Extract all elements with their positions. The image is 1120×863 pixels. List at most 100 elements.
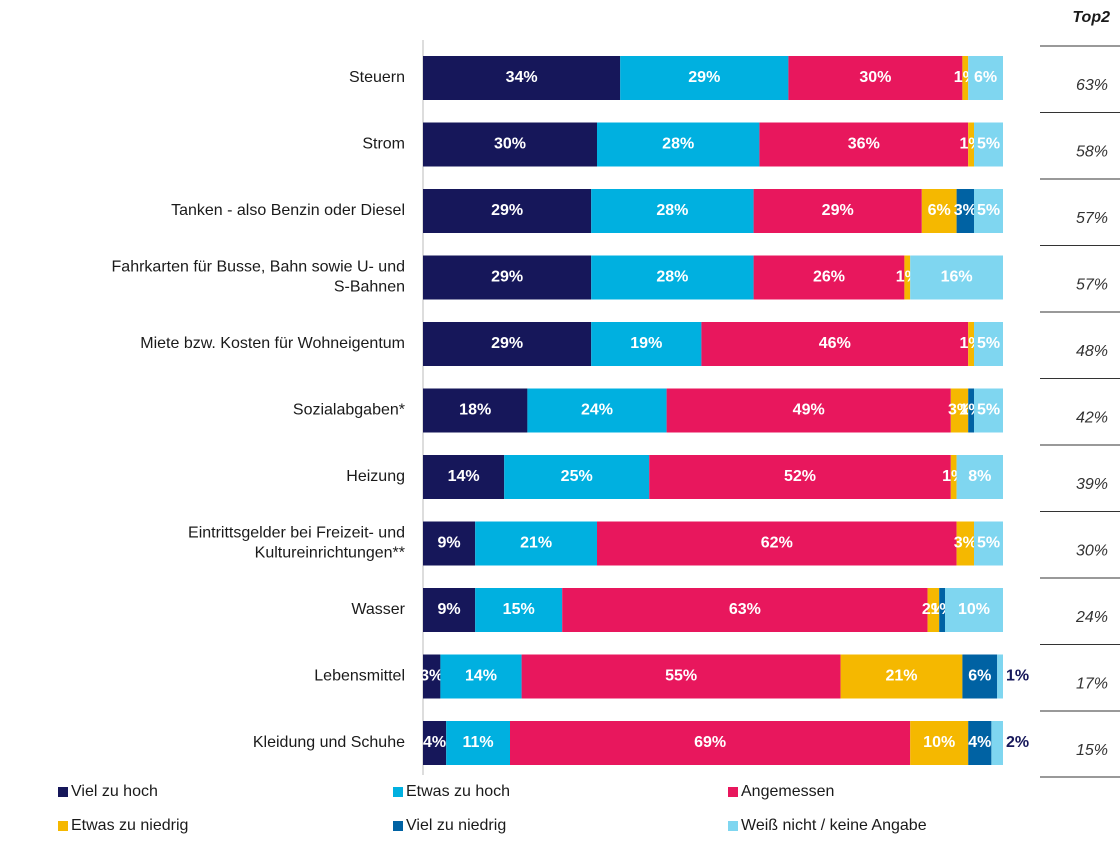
bar-segment	[950, 388, 969, 433]
value-label: 5%	[977, 202, 1000, 219]
bar-segment	[974, 388, 1003, 433]
value-label: 62%	[761, 535, 793, 552]
bar-segment	[423, 521, 476, 566]
bar-segment	[475, 588, 563, 632]
value-label: 29%	[491, 202, 523, 219]
value-label: 14%	[465, 668, 497, 685]
bar-segment	[968, 388, 974, 433]
bar-segment	[591, 322, 702, 366]
value-label: 21%	[520, 535, 552, 552]
bar-segment	[591, 255, 754, 300]
bar-segment	[701, 322, 969, 366]
bar-segment	[666, 388, 951, 433]
category-label: Wasser	[351, 601, 405, 618]
value-label: 5%	[977, 402, 1000, 419]
bar-segment	[991, 721, 1003, 765]
category-label: Fahrkarten für Busse, Bahn sowie U- und S…	[112, 259, 405, 296]
category-label: Sozialabgaben*	[293, 402, 405, 419]
category-label: Tanken - also Benzin oder Diesel	[171, 202, 405, 219]
bar-segment	[927, 588, 940, 632]
value-label: 8%	[968, 468, 991, 485]
value-label: 21%	[885, 668, 917, 685]
value-label: 16%	[941, 269, 973, 286]
bar-segment	[527, 388, 667, 433]
top2-title: Top2	[1072, 9, 1110, 26]
bar-segment	[423, 189, 592, 233]
bar-segment	[997, 654, 1003, 699]
bar-segment	[620, 56, 789, 100]
bar-segment	[910, 255, 1003, 300]
value-label: 24%	[581, 402, 613, 419]
bar-segment	[956, 521, 974, 566]
bar-segment	[788, 56, 963, 100]
legend-label: Etwas zu niedrig	[71, 817, 188, 834]
bar-segment	[649, 455, 951, 499]
legend-swatch	[728, 821, 738, 831]
value-label: 29%	[688, 69, 720, 86]
bar-segment	[753, 189, 922, 233]
value-label: 3%	[954, 202, 977, 219]
value-label: 30%	[494, 136, 526, 153]
value-label: 9%	[438, 535, 461, 552]
bar-segment	[974, 322, 1003, 366]
top2-value: 58%	[1076, 144, 1108, 161]
bar-segment	[597, 122, 760, 167]
top2-value: 30%	[1076, 543, 1108, 560]
bar-segment	[423, 654, 441, 699]
bar-segment	[939, 588, 945, 632]
bar-segment	[423, 322, 592, 366]
bar-segment	[446, 721, 510, 765]
bar-segment	[945, 588, 1003, 632]
bar-segment	[475, 521, 597, 566]
value-label: 4%	[423, 734, 446, 751]
bar-segment	[510, 721, 911, 765]
value-label: 10%	[958, 601, 990, 618]
legend-swatch	[393, 787, 403, 797]
legend-swatch	[393, 821, 403, 831]
value-label: 14%	[448, 468, 480, 485]
value-label: 55%	[665, 668, 697, 685]
legend-label: Viel zu hoch	[71, 783, 158, 800]
value-label: 2%	[1006, 734, 1029, 751]
bar-segment	[504, 455, 650, 499]
top2-value: 39%	[1076, 476, 1108, 493]
value-label: 29%	[491, 335, 523, 352]
value-label: 18%	[459, 402, 491, 419]
bar-segment	[974, 521, 1003, 566]
bar-segment	[840, 654, 963, 699]
bar-segment	[759, 122, 969, 167]
bar-segment	[962, 56, 969, 100]
value-label: 36%	[848, 136, 880, 153]
value-label: 29%	[822, 202, 854, 219]
bar-segment	[968, 56, 1003, 100]
category-label: Steuern	[349, 69, 405, 86]
bar-segment	[974, 122, 1003, 167]
category-label: Strom	[362, 136, 405, 153]
bar-segment	[753, 255, 905, 300]
value-label: 28%	[662, 136, 694, 153]
top2-value: 24%	[1075, 609, 1108, 626]
legend-swatch	[58, 821, 68, 831]
bar-segment	[440, 654, 522, 699]
value-label: 15%	[503, 601, 535, 618]
value-label: 3%	[948, 402, 971, 419]
top2-value: 57%	[1076, 210, 1108, 227]
value-label: 6%	[928, 202, 951, 219]
category-label: Eintrittsgelder bei Freizeit- und Kulture…	[188, 525, 405, 562]
value-label: 26%	[813, 269, 845, 286]
bar-segment	[962, 654, 998, 699]
value-label: 4%	[968, 734, 991, 751]
value-label: 6%	[968, 668, 991, 685]
value-label: 49%	[793, 402, 825, 419]
category-label: Miete bzw. Kosten für Wohneigentum	[140, 335, 405, 352]
value-label: 63%	[729, 601, 761, 618]
bar-segment	[423, 56, 621, 100]
top2-value: 63%	[1076, 77, 1108, 94]
value-label: 52%	[784, 468, 816, 485]
value-label: 2%	[922, 601, 945, 618]
value-label: 5%	[977, 535, 1000, 552]
legend-label: Etwas zu hoch	[406, 783, 510, 800]
value-label: 28%	[656, 269, 688, 286]
bar-segment	[562, 588, 928, 632]
value-label: 5%	[977, 136, 1000, 153]
